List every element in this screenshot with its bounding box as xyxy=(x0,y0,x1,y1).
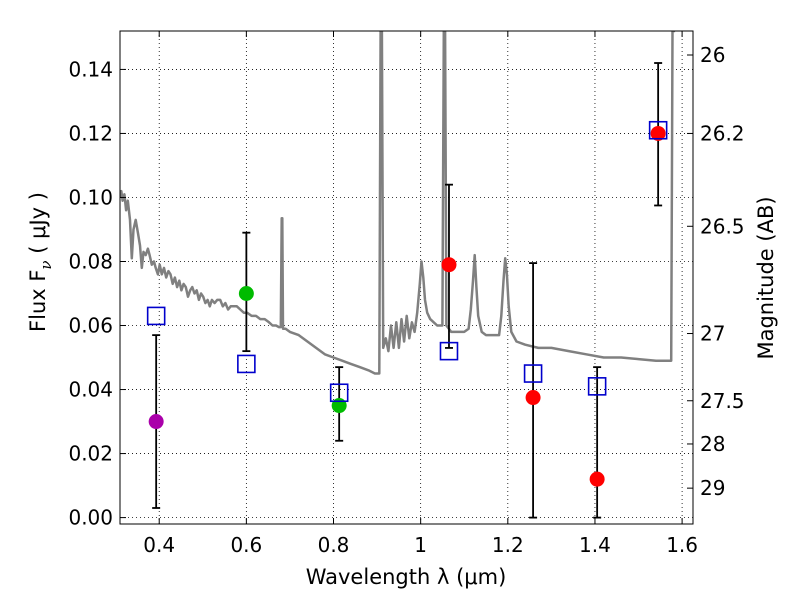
right-tick-label: 27 xyxy=(700,322,725,346)
x-tick-label: 1.6 xyxy=(666,533,698,557)
x-tick-label: 0.4 xyxy=(143,533,175,557)
y-tick-label: 0.08 xyxy=(68,249,113,273)
observed-point xyxy=(238,286,254,302)
right-tick-label: 26.2 xyxy=(700,121,745,145)
right-tick-label: 28 xyxy=(700,432,725,456)
grid xyxy=(120,31,693,524)
right-tick-label: 26 xyxy=(700,43,725,67)
model-points xyxy=(146,120,668,403)
right-tick-label: 27.5 xyxy=(700,389,745,413)
spectrum-line xyxy=(120,31,676,375)
y-tick-label: 0.00 xyxy=(68,506,113,530)
y-tick-label: 0.02 xyxy=(68,442,113,466)
observed-point xyxy=(525,390,541,406)
x-tick-label: 1.2 xyxy=(492,533,524,557)
y-tick-label: 0.04 xyxy=(68,378,113,402)
model-point xyxy=(146,306,166,326)
x-axis-ticks: 0.4 0.6 0.8 1 1.2 1.4 1.6 xyxy=(143,31,698,557)
observed-point xyxy=(148,414,164,430)
x-tick-label: 1.4 xyxy=(579,533,611,557)
right-tick-label: 29 xyxy=(700,476,725,500)
x-tick-label: 0.6 xyxy=(230,533,262,557)
observed-point xyxy=(589,471,605,487)
model-point xyxy=(523,364,543,383)
observed-points xyxy=(148,125,666,487)
spectrum-layer xyxy=(120,31,676,375)
model-point xyxy=(648,120,668,140)
y-tick-label: 0.10 xyxy=(68,185,113,209)
x-tick-label: 1 xyxy=(414,533,427,557)
observed-point xyxy=(650,125,666,141)
observed-point xyxy=(441,257,457,273)
y-axis-label-right: Magnitude (AB) xyxy=(754,196,778,359)
errorbar-layer xyxy=(152,62,663,519)
observed-point xyxy=(331,398,347,414)
y-axis-label-left: Flux Fν ( μJy ) xyxy=(26,192,55,332)
right-tick-label: 26.5 xyxy=(700,214,745,238)
y-tick-label: 0.14 xyxy=(68,57,113,81)
model-point xyxy=(439,341,459,361)
plot-frame xyxy=(119,30,694,525)
right-axis-ticks: 26 26.2 26.5 27 27.5 28 29 xyxy=(687,43,745,500)
y-tick-label: 0.12 xyxy=(68,121,113,145)
y-tick-label: 0.06 xyxy=(68,314,113,338)
x-axis-label: Wavelength λ (μm) xyxy=(306,565,507,589)
x-tick-label: 0.8 xyxy=(318,533,350,557)
model-point xyxy=(329,383,349,403)
model-point xyxy=(587,377,607,396)
model-point xyxy=(237,354,256,374)
y-axis-ticks: 0.00 0.02 0.04 0.06 0.08 0.10 0.12 0.14 xyxy=(68,57,126,530)
